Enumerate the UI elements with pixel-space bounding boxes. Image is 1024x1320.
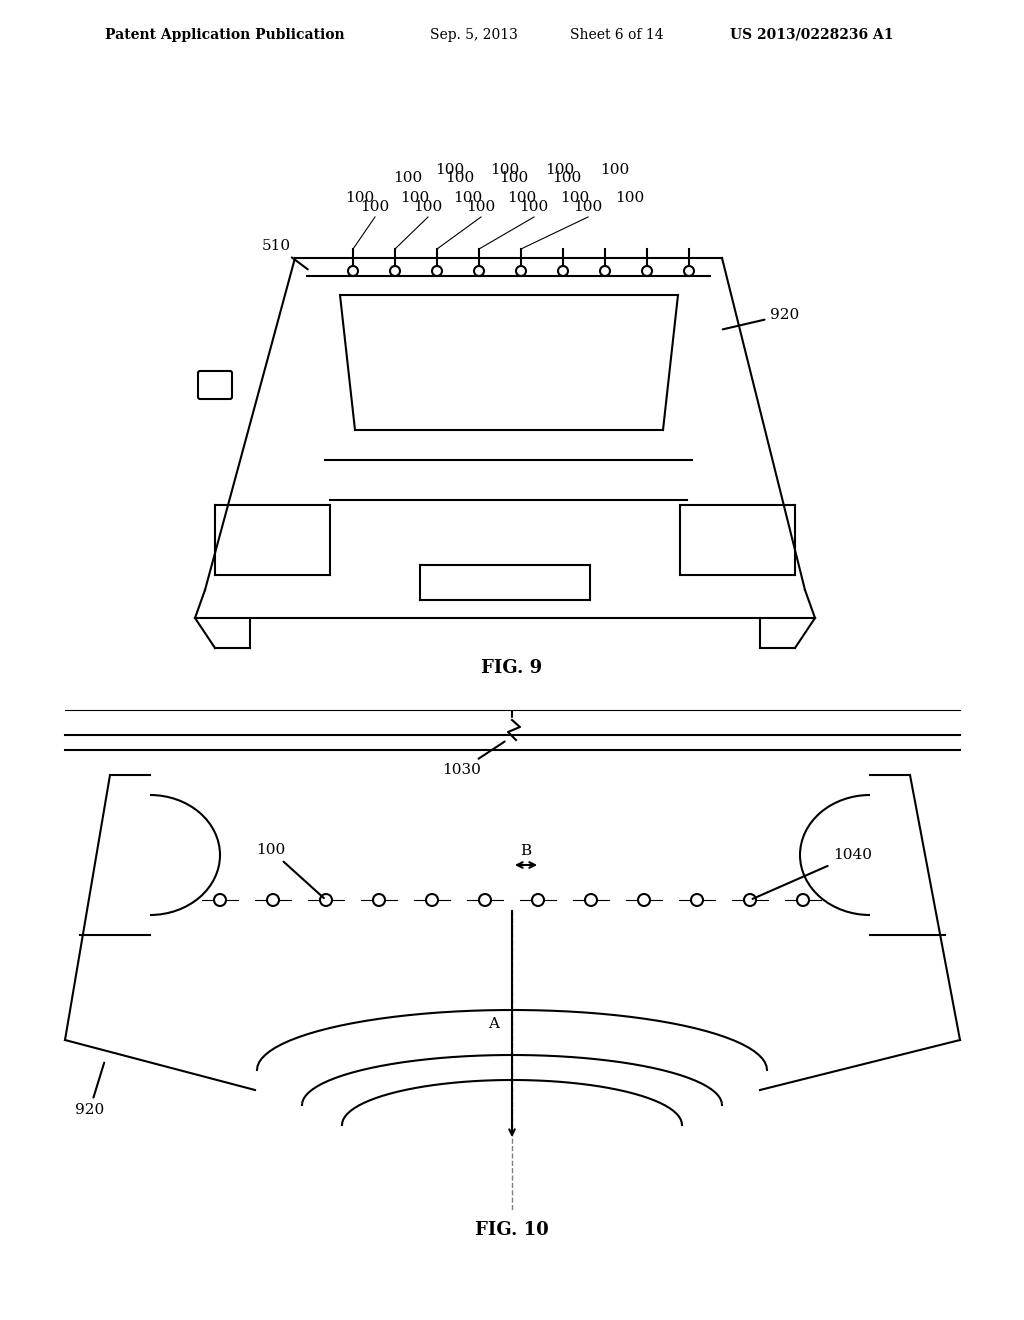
Circle shape [267,894,279,906]
Circle shape [532,894,544,906]
Text: 1030: 1030 [442,742,505,777]
Text: 100: 100 [573,201,603,214]
Text: 100: 100 [256,843,324,898]
Circle shape [516,267,526,276]
Circle shape [585,894,597,906]
Text: 100: 100 [414,201,442,214]
Circle shape [600,267,610,276]
Text: Sheet 6 of 14: Sheet 6 of 14 [570,28,664,42]
Text: 100: 100 [615,191,645,205]
Text: FIG. 9: FIG. 9 [481,659,543,677]
Text: 100: 100 [507,191,537,205]
Text: 100: 100 [500,172,528,185]
Text: 100: 100 [600,162,630,177]
Circle shape [214,894,226,906]
Circle shape [319,894,332,906]
Circle shape [691,894,703,906]
Text: 100: 100 [435,162,465,177]
Circle shape [348,267,358,276]
Text: 100: 100 [360,201,389,214]
Text: 100: 100 [552,172,582,185]
Text: 100: 100 [454,191,482,205]
Text: 100: 100 [546,162,574,177]
Text: US 2013/0228236 A1: US 2013/0228236 A1 [730,28,894,42]
Circle shape [797,894,809,906]
Circle shape [638,894,650,906]
Circle shape [479,894,490,906]
Circle shape [558,267,568,276]
Circle shape [390,267,400,276]
Text: FIG. 10: FIG. 10 [475,1221,549,1239]
Text: 100: 100 [560,191,590,205]
Circle shape [432,267,442,276]
Text: A: A [488,1016,500,1031]
Circle shape [373,894,385,906]
FancyBboxPatch shape [198,371,232,399]
Text: B: B [520,843,531,858]
Text: 1040: 1040 [753,847,872,899]
Circle shape [474,267,484,276]
Text: 100: 100 [466,201,496,214]
Circle shape [744,894,756,906]
Text: 920: 920 [723,308,800,330]
Text: 100: 100 [345,191,375,205]
Text: 100: 100 [445,172,475,185]
Circle shape [642,267,652,276]
Text: 100: 100 [519,201,549,214]
Text: 100: 100 [400,191,430,205]
Circle shape [426,894,438,906]
Circle shape [684,267,694,276]
Text: 920: 920 [75,1063,104,1117]
Text: 100: 100 [393,172,423,185]
Text: 510: 510 [262,239,308,269]
Text: 100: 100 [490,162,519,177]
Text: Patent Application Publication: Patent Application Publication [105,28,345,42]
Text: Sep. 5, 2013: Sep. 5, 2013 [430,28,518,42]
